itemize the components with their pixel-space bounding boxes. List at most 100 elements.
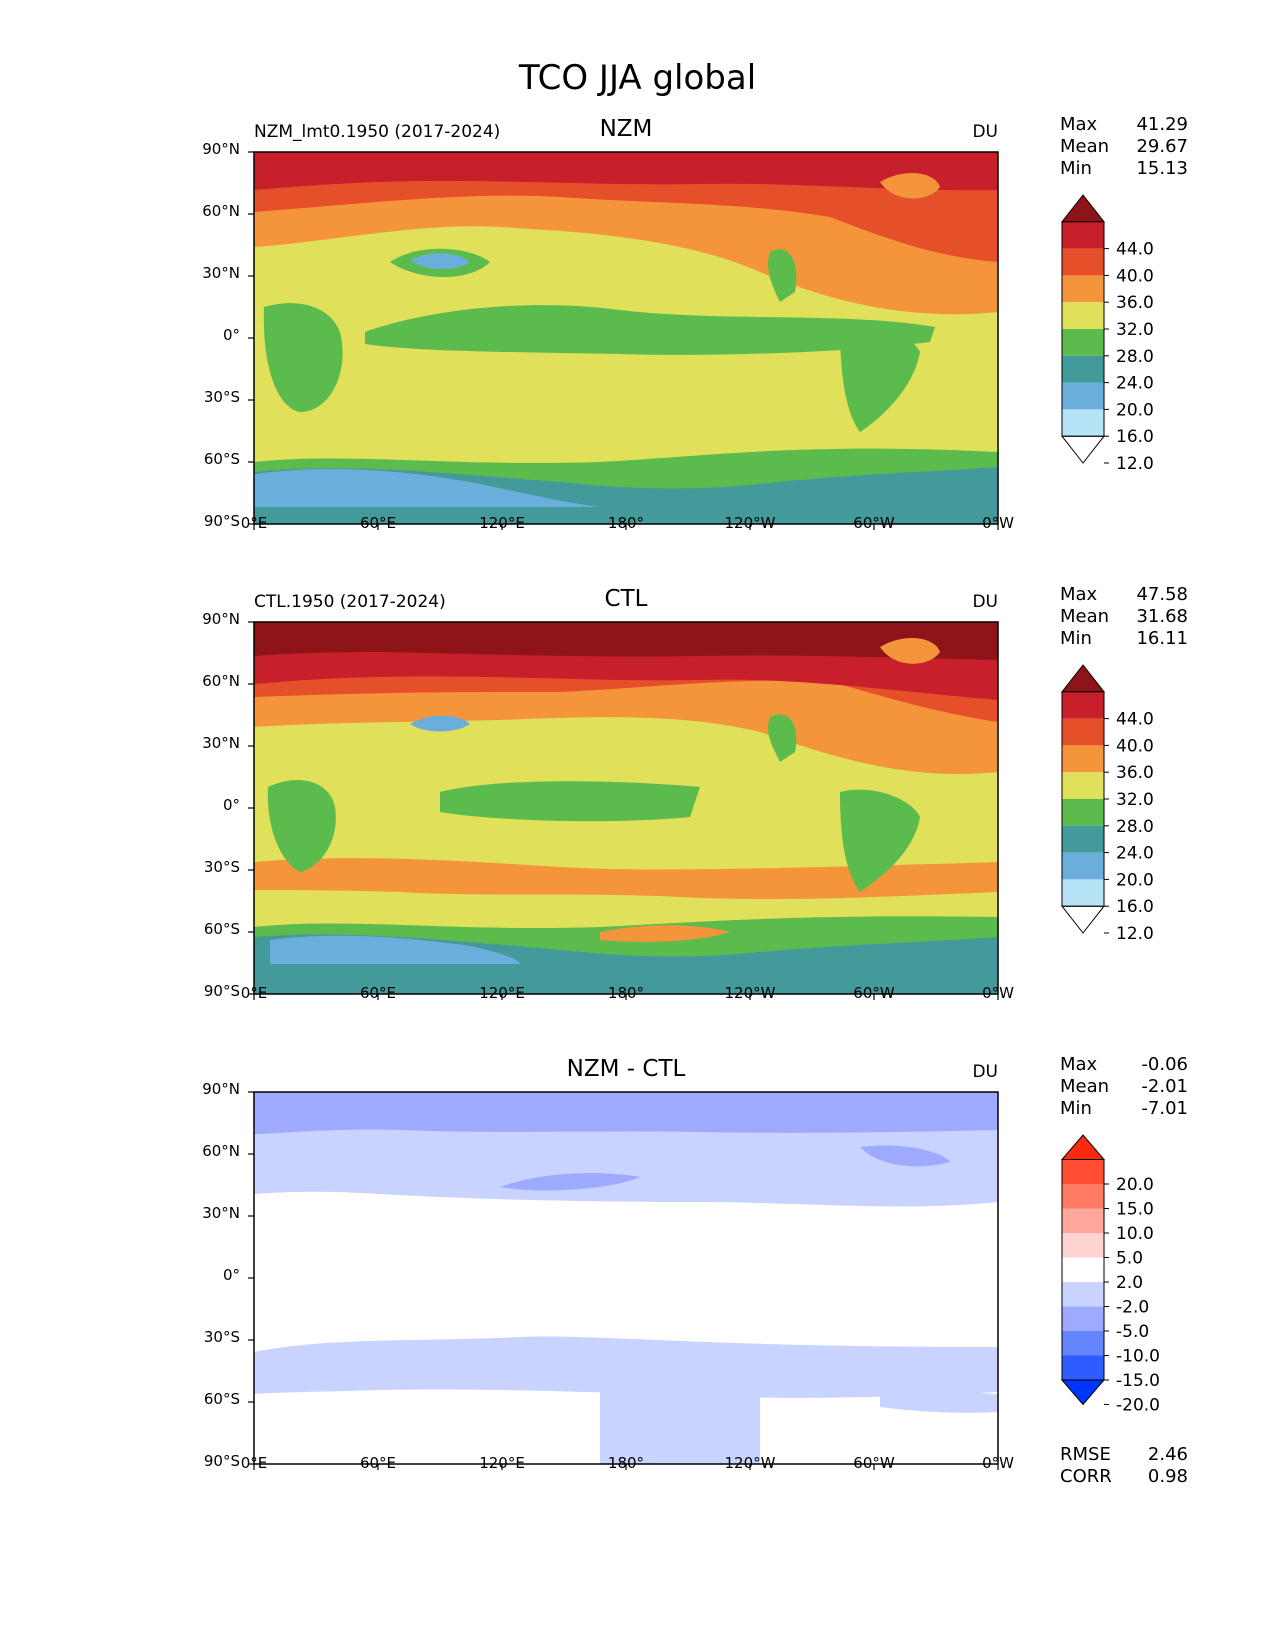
x-tick-label: 60°W bbox=[853, 984, 895, 1002]
x-tick-label: 180° bbox=[607, 514, 645, 532]
colorbar-label: 20.0 bbox=[1116, 1175, 1154, 1195]
units-label: DU bbox=[972, 122, 998, 142]
stat-value: 15.13 bbox=[1136, 158, 1188, 179]
x-tick-label: 120°W bbox=[724, 984, 776, 1002]
x-tick-label: 120°E bbox=[479, 514, 525, 532]
south-orange bbox=[254, 858, 998, 900]
stat-value: 29.67 bbox=[1136, 136, 1188, 157]
y-tick-label: 0° bbox=[222, 796, 240, 814]
axis-ticks bbox=[248, 151, 999, 530]
antarctic-blue bbox=[254, 468, 600, 507]
colorbar-label: -2.0 bbox=[1116, 1298, 1149, 1318]
colorbar-label: 28.0 bbox=[1116, 347, 1154, 367]
contour-field bbox=[254, 1092, 998, 1464]
y-tick-label: 60°S bbox=[203, 1390, 240, 1408]
stat-label: Max bbox=[1060, 1054, 1098, 1075]
axis-ticks bbox=[248, 1091, 999, 1470]
colorbar-segment bbox=[1062, 1306, 1104, 1331]
x-tick-label: 60°W bbox=[853, 514, 895, 532]
x-tick-label: 0°E bbox=[240, 984, 268, 1002]
y-tick-label: 90°S bbox=[203, 1452, 240, 1470]
x-tick-label: 60°W bbox=[853, 1454, 895, 1472]
colorbar: 44.0 40.0 36.0 32.0 28.0 24.0 20.0 16.0 12.0 bbox=[1060, 194, 1154, 474]
stat-label: Min bbox=[1060, 1098, 1092, 1119]
y-tick-label: 30°S bbox=[203, 858, 240, 876]
colorbar-frame bbox=[1061, 1159, 1105, 1381]
colorbar-segment bbox=[1062, 329, 1104, 356]
panel-diff: NZM - CTL DU Max -0.06 Mean -2.01 Min -7.01… bbox=[0, 1054, 1275, 1532]
colorbar-label: 16.0 bbox=[1116, 897, 1154, 917]
colorbar-segment bbox=[1062, 355, 1104, 383]
colorbar-segment bbox=[1062, 879, 1104, 907]
samerica-low bbox=[840, 789, 920, 892]
tropical-low bbox=[440, 781, 700, 822]
colorbar-segment bbox=[1062, 1331, 1104, 1356]
colorbar-segment bbox=[1062, 718, 1104, 746]
colorbar-label: 12.0 bbox=[1116, 454, 1154, 474]
contour-field bbox=[254, 152, 998, 524]
colorbar-label: -10.0 bbox=[1116, 1347, 1160, 1367]
metric-value: 0.98 bbox=[1147, 1466, 1188, 1487]
panel-subtitle-left: NZM_lmt0.1950 (2017-2024) bbox=[254, 122, 501, 142]
colorbar-label: 10.0 bbox=[1116, 1224, 1154, 1244]
band-darkred bbox=[254, 152, 998, 191]
colorbar-segment bbox=[1062, 772, 1104, 799]
stat-value: -2.01 bbox=[1141, 1076, 1188, 1097]
map-svg: 44.0 40.0 36.0 32.0 28.0 24.0 20.0 16.0 12.0 bbox=[248, 621, 1154, 1000]
colorbar-label: 2.0 bbox=[1116, 1273, 1143, 1293]
colorbar-segment bbox=[1062, 382, 1104, 410]
stats-box: Max 47.58 Mean 31.68 Min 16.11 bbox=[1060, 584, 1188, 650]
colorbar-segment bbox=[1062, 825, 1104, 853]
japan-blue bbox=[500, 1173, 640, 1191]
colorbar-segment bbox=[1062, 1355, 1104, 1380]
metric-value: 2.46 bbox=[1147, 1444, 1188, 1465]
metrics-box: RMSE 2.46 CORR 0.98 bbox=[1060, 1444, 1188, 1488]
y-tick-label: 30°N bbox=[202, 734, 240, 752]
colorbar-label: 44.0 bbox=[1116, 710, 1154, 730]
x-tick-label: 60°E bbox=[359, 984, 397, 1002]
colorbar-label: -5.0 bbox=[1116, 1322, 1149, 1342]
colorbar-extend-top bbox=[1060, 194, 1106, 223]
stat-value: 41.29 bbox=[1136, 114, 1188, 135]
metric-label: CORR bbox=[1060, 1466, 1112, 1487]
colorbar-label: 36.0 bbox=[1116, 763, 1154, 783]
africa-low bbox=[267, 779, 336, 872]
tibet-low bbox=[410, 253, 470, 270]
colorbar-label: 20.0 bbox=[1116, 870, 1154, 890]
axis-ticks bbox=[248, 621, 999, 1000]
y-tick-label: 60°N bbox=[202, 672, 240, 690]
units-label: DU bbox=[972, 592, 998, 612]
colorbar-segment bbox=[1062, 1159, 1104, 1184]
x-tick-label: 0°W bbox=[982, 984, 1014, 1002]
colorbar-segment bbox=[1062, 691, 1104, 719]
colorbar-segment bbox=[1062, 745, 1104, 773]
x-tick-label: 0°W bbox=[982, 1454, 1014, 1472]
africa-low bbox=[263, 303, 343, 412]
colorbar-label: 28.0 bbox=[1116, 817, 1154, 837]
namerica-low bbox=[768, 714, 797, 762]
stat-value: -0.06 bbox=[1141, 1054, 1188, 1075]
y-tick-label: 0° bbox=[222, 326, 240, 344]
panel-title: NZM bbox=[599, 116, 653, 142]
y-tick-label: 60°S bbox=[203, 450, 240, 468]
figure-title: TCO JJA global bbox=[518, 58, 757, 98]
stat-value: 31.68 bbox=[1136, 606, 1188, 627]
y-tick-label: 90°N bbox=[202, 140, 240, 158]
map-svg: 44.0 40.0 36.0 32.0 28.0 24.0 20.0 16.0 12.0 bbox=[248, 151, 1154, 530]
colorbar-label: 40.0 bbox=[1116, 736, 1154, 756]
y-tick-label: 90°N bbox=[202, 610, 240, 628]
colorbar-segment bbox=[1062, 275, 1104, 303]
x-tick-label: 60°E bbox=[359, 1454, 397, 1472]
stat-label: Mean bbox=[1060, 1076, 1110, 1097]
colorbar-label: 40.0 bbox=[1116, 266, 1154, 286]
y-tick-label: 0° bbox=[222, 1266, 240, 1284]
y-tick-label: 60°S bbox=[203, 920, 240, 938]
colorbar-label: -15.0 bbox=[1116, 1371, 1160, 1391]
colorbar-label: 5.0 bbox=[1116, 1249, 1143, 1269]
weddell-lightblue bbox=[880, 1389, 998, 1413]
y-tick-label: 90°S bbox=[203, 512, 240, 530]
colorbar-label: 36.0 bbox=[1116, 293, 1154, 313]
colorbar-label: 24.0 bbox=[1116, 844, 1154, 864]
y-tick-label: 90°N bbox=[202, 1080, 240, 1098]
x-tick-label: 120°W bbox=[724, 1454, 776, 1472]
